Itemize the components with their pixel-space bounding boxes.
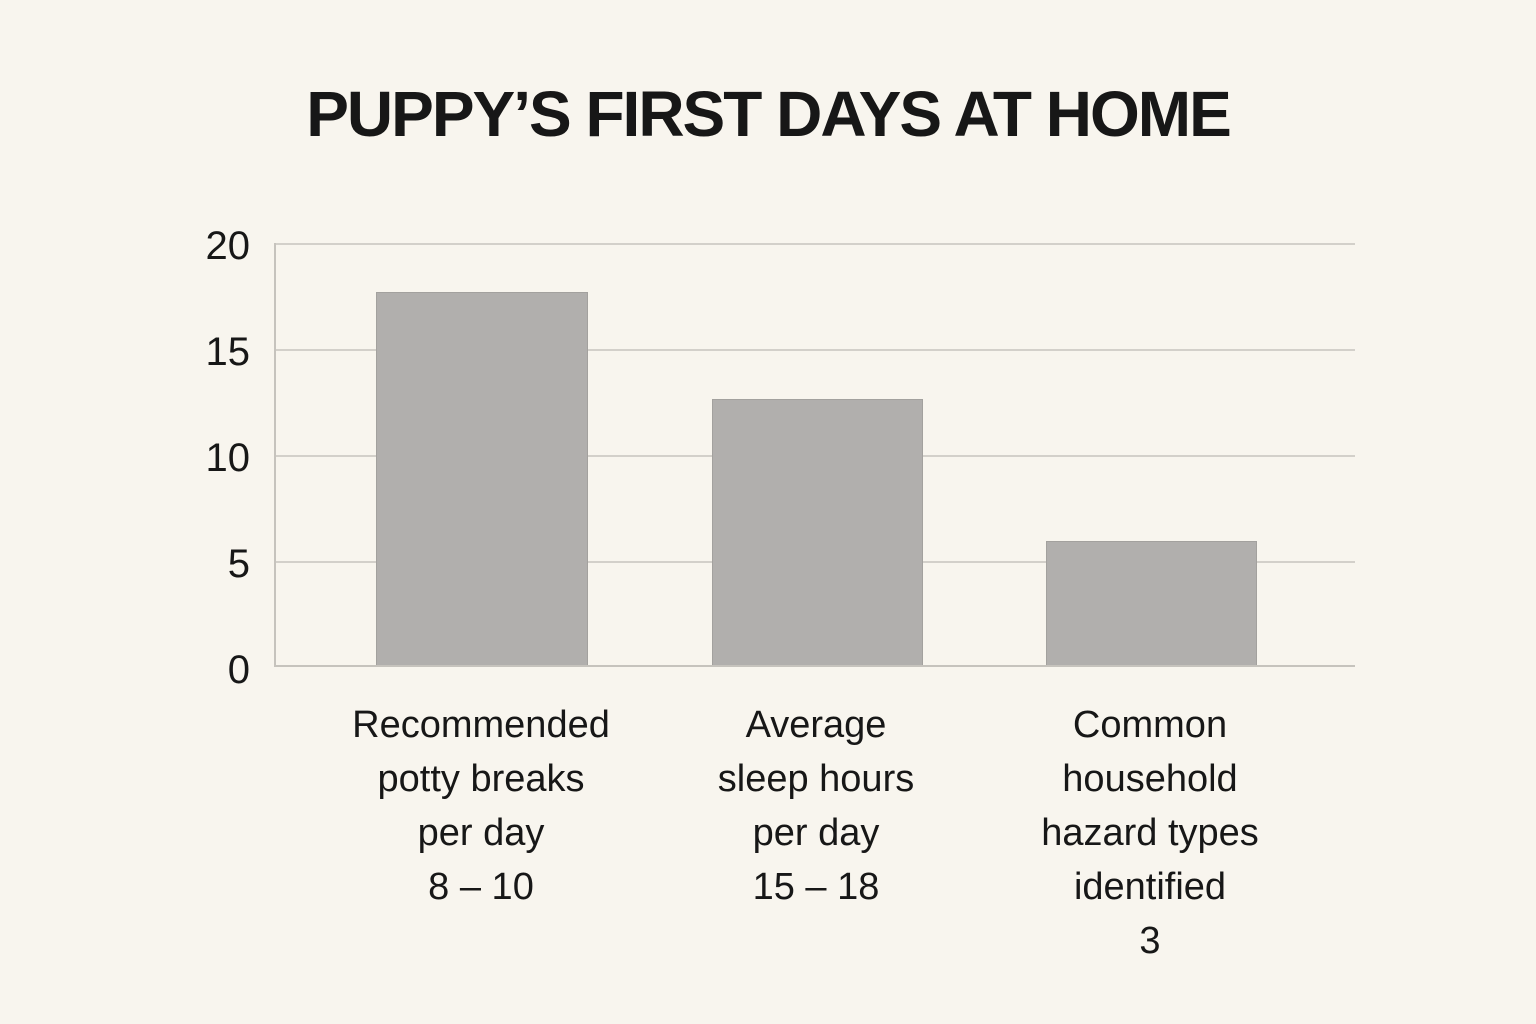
category-label-sleep-hours: Average sleep hours per day 15 – 18 [626,698,1006,914]
y-axis-tick-label-20: 20 [205,224,251,268]
category-label-line: 3 [1139,920,1161,962]
gridline-15 [276,349,1355,351]
plot-area [274,243,1355,667]
y-axis-tick-label-5: 5 [227,542,250,586]
category-label-line: 15 – 18 [752,866,880,908]
category-label-line: household [1062,758,1238,800]
category-label-line: potty breaks [377,758,585,800]
category-label-line: per day [417,812,545,854]
category-label-line: hazard types [1041,812,1259,854]
y-axis-tick-label-15: 15 [205,330,251,374]
category-label-potty-breaks: Recommended potty breaks per day 8 – 10 [291,698,671,914]
category-label-line: sleep hours [717,758,915,800]
category-label-line: Common [1072,704,1228,746]
category-label-line: Average [745,704,887,746]
bar-potty-breaks [376,291,588,665]
y-axis-tick-label-0: 0 [227,648,250,692]
bar-hazard-types [1046,540,1257,665]
category-label-hazard-types: Common household hazard types identified… [960,698,1340,968]
y-axis-tick-label-10: 10 [205,436,251,480]
category-label-line: per day [752,812,880,854]
bar-sleep-hours [712,399,923,665]
category-label-line: 8 – 10 [428,866,534,908]
category-label-line: identified [1073,866,1227,908]
gridline-20 [276,243,1355,245]
category-label-line: Recommended [352,704,610,746]
chart-title: PUPPY’S FIRST DAYS AT HOME [306,78,1232,150]
